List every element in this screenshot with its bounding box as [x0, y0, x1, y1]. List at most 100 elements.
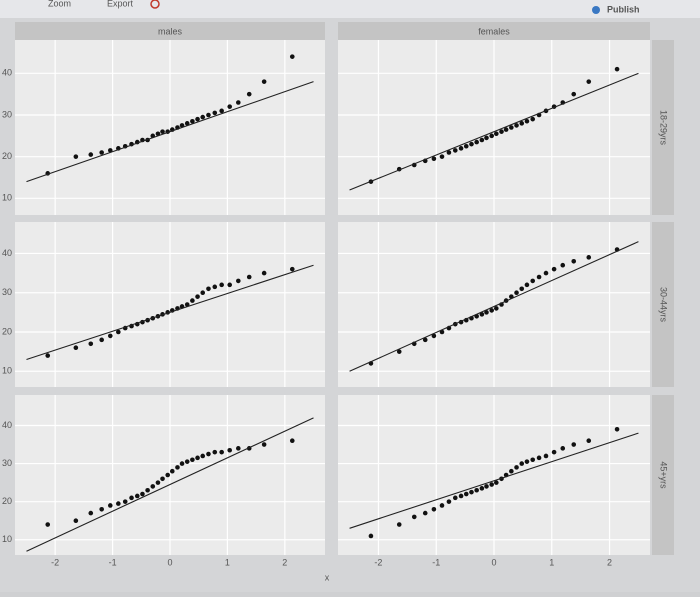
point — [184, 302, 190, 307]
point — [474, 487, 479, 493]
point — [463, 491, 469, 497]
point — [206, 112, 211, 118]
point — [212, 449, 218, 455]
point — [463, 143, 469, 149]
point — [396, 349, 402, 354]
x-axis-label: x — [325, 572, 330, 582]
point — [479, 486, 485, 491]
point — [614, 66, 620, 72]
export-button[interactable]: Export — [107, 0, 134, 8]
publish-button[interactable]: Publish — [607, 4, 640, 14]
point — [236, 278, 241, 284]
point — [479, 312, 485, 317]
point — [175, 465, 180, 470]
point — [514, 465, 519, 470]
point — [530, 116, 536, 122]
point — [469, 141, 474, 147]
point — [519, 461, 525, 466]
point — [206, 451, 211, 457]
point — [169, 468, 175, 474]
point — [73, 345, 79, 351]
y-tick-label: 10 — [2, 193, 12, 203]
y-tick-label: 40 — [2, 248, 12, 258]
point — [73, 518, 79, 524]
x-tick-label: 0 — [491, 557, 496, 567]
point — [227, 104, 233, 109]
point — [514, 290, 519, 296]
point — [551, 449, 557, 455]
point — [368, 533, 374, 539]
point — [107, 503, 113, 508]
point — [227, 282, 233, 288]
point — [179, 461, 185, 466]
y-tick-label: 40 — [2, 420, 12, 430]
point — [246, 91, 252, 97]
zoom-button[interactable]: Zoom — [48, 0, 71, 8]
point — [489, 308, 494, 313]
x-tick-label: 0 — [167, 557, 172, 567]
point — [543, 453, 549, 459]
x-tick-label: -2 — [51, 557, 59, 567]
point — [140, 491, 145, 497]
x-tick-label: -2 — [374, 557, 382, 567]
point — [431, 506, 437, 512]
point — [145, 487, 150, 493]
point — [227, 447, 233, 453]
point — [99, 337, 104, 343]
point — [494, 306, 499, 311]
point — [289, 438, 295, 444]
point — [479, 137, 485, 143]
point — [190, 457, 195, 463]
facet-strip — [652, 395, 674, 555]
facet-strip — [652, 40, 674, 215]
point — [458, 146, 464, 151]
point — [586, 79, 592, 84]
x-tick-label: -1 — [109, 557, 117, 567]
point — [586, 438, 592, 444]
point — [116, 501, 121, 506]
point — [519, 286, 525, 292]
point — [246, 274, 252, 280]
point — [469, 489, 474, 495]
point — [122, 499, 128, 504]
x-tick-label: 1 — [549, 557, 554, 567]
point — [99, 506, 104, 512]
point — [458, 493, 464, 499]
point — [195, 294, 200, 299]
point — [184, 121, 190, 126]
point — [524, 282, 530, 288]
point — [200, 453, 206, 459]
point — [236, 446, 241, 451]
y-tick-label: 10 — [2, 534, 12, 544]
point — [509, 468, 514, 474]
point — [289, 266, 295, 272]
point — [107, 333, 113, 339]
point — [411, 514, 417, 520]
point — [439, 503, 445, 508]
facet-column-label: females — [478, 26, 510, 36]
point — [452, 495, 458, 501]
clear-icon[interactable] — [150, 0, 160, 9]
point — [489, 133, 494, 139]
point — [422, 510, 428, 516]
point — [261, 79, 267, 84]
point — [134, 493, 140, 499]
point — [99, 150, 104, 155]
point — [543, 270, 549, 276]
point — [219, 108, 224, 114]
facet-strip — [652, 222, 674, 387]
point — [73, 154, 79, 159]
point — [206, 286, 211, 292]
point — [160, 129, 165, 134]
x-tick-label: -1 — [432, 557, 440, 567]
y-tick-label: 20 — [2, 496, 12, 506]
point — [560, 446, 566, 451]
point — [530, 457, 536, 463]
point — [614, 426, 620, 432]
point — [446, 150, 452, 155]
point — [165, 472, 171, 478]
point — [524, 459, 530, 464]
point — [446, 499, 452, 504]
point — [431, 156, 437, 162]
